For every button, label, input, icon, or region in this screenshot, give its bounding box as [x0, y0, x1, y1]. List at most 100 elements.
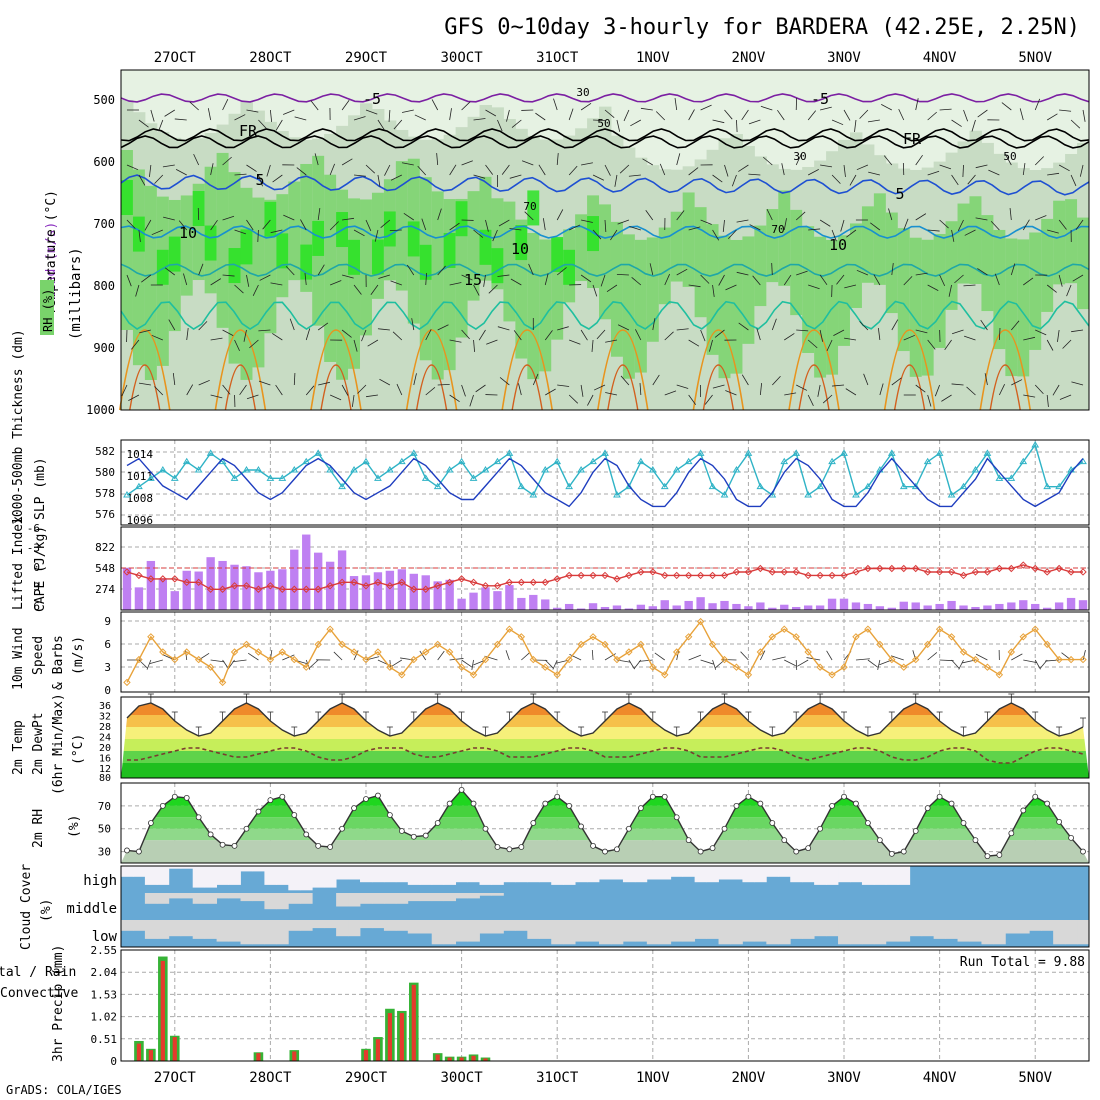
wind-barb [341, 100, 350, 111]
cape-bar [971, 606, 980, 610]
cloud-gap-high [670, 866, 684, 877]
li-line-point [517, 578, 526, 587]
cloud-gap-low [610, 920, 624, 945]
cape-bar [1078, 600, 1088, 610]
wind-barb [957, 219, 964, 231]
wind-barb [126, 219, 136, 229]
wind-barb [374, 229, 379, 242]
wind-barb [700, 274, 710, 284]
wind10-barb [149, 659, 163, 664]
rh-line-point [1056, 818, 1063, 825]
wind-barb [135, 284, 140, 297]
cape-bar [302, 534, 311, 610]
wind-barb [524, 211, 534, 221]
wind-barb [357, 384, 367, 394]
precip-conv-bar [447, 1057, 452, 1061]
wind10-line-point [398, 671, 406, 679]
wind-barb [275, 119, 283, 131]
cape-bar [923, 605, 932, 610]
wind-barb [709, 339, 713, 352]
temp-tick-label: 36 [99, 701, 111, 712]
cloud-gap-low [467, 920, 480, 942]
thickness-line-point [780, 457, 789, 465]
li-line-point [684, 571, 693, 580]
wind10-line-point [720, 655, 729, 664]
surface-temp-contour [788, 329, 840, 411]
li-line-point [481, 582, 490, 590]
wind-barb [317, 208, 321, 221]
wind-barb [652, 374, 660, 386]
rh-band-green [658, 227, 672, 305]
li-line-point [601, 571, 609, 580]
wind-barb [1046, 339, 1054, 351]
wind-barb [1010, 263, 1016, 276]
precip-tick-label: 2.04 [91, 966, 118, 979]
temp-contour [120, 225, 1090, 239]
thickness-line-point [648, 466, 657, 473]
wind-barb [461, 384, 466, 397]
wind-barb [752, 275, 761, 286]
li-line-point [338, 578, 346, 587]
rh-band [121, 817, 1089, 829]
thickness-line-point [469, 474, 478, 481]
thickness-line-point [1055, 482, 1064, 490]
rh-band-green [240, 187, 253, 380]
wind10-line-point [529, 655, 538, 664]
wind-ylabel-2: Speed [31, 636, 46, 675]
wind10-line-point [828, 671, 836, 679]
wind-barb [234, 284, 244, 294]
rh-band-green [957, 203, 970, 284]
thickness-line-point [947, 491, 956, 498]
cape-bar [911, 602, 920, 610]
wind10-barb [700, 659, 714, 665]
wind-ylabel-units: (m/s) [71, 636, 86, 675]
thickness-line-point [170, 474, 179, 481]
date-label-bottom: 3NOV [827, 1070, 861, 1086]
cloud-gap-high [849, 866, 863, 883]
cape-bar [397, 569, 407, 610]
precip-tick-label: 2.55 [91, 944, 118, 957]
wind10-barb [759, 650, 766, 661]
li-line-point [422, 585, 430, 593]
li-line-point [159, 575, 167, 583]
precip-conv-bar [459, 1057, 464, 1061]
wind-barb [417, 165, 427, 176]
wind-barb [222, 215, 235, 221]
wind10-barb [505, 650, 510, 661]
li-line-point [278, 585, 287, 593]
rh-line-point [422, 832, 429, 839]
wind-barb [867, 119, 880, 123]
wind-barb [317, 264, 325, 276]
wind-barb [725, 390, 737, 396]
wind10-barb [628, 659, 635, 670]
wind-barb [210, 163, 214, 176]
panel-frame [120, 696, 1090, 779]
wind-barb [796, 384, 808, 391]
wind-barb [1022, 219, 1030, 231]
upper-ylabel-units: (millibars) [68, 247, 84, 340]
wind-barb [390, 280, 402, 286]
rh-band-green [1053, 200, 1066, 285]
cloud-gap-high [563, 866, 576, 885]
rh-line-point [960, 820, 967, 826]
wind10-line-point [661, 671, 669, 679]
cloud-gap-high [276, 866, 289, 885]
thickness-line-point [230, 474, 239, 481]
rh-band-bright [121, 180, 134, 215]
li-line [126, 564, 1083, 591]
wind-barb [186, 384, 194, 396]
cloud-gap-high [156, 866, 170, 885]
rh-band-green [670, 211, 684, 282]
wind-barb [927, 394, 932, 407]
wind-barb [580, 329, 588, 341]
wind-barb [314, 153, 319, 166]
precip-conv-bar [363, 1050, 369, 1061]
wind10-line-point [780, 625, 788, 633]
wind-barb [844, 337, 857, 341]
wind-barb [831, 229, 837, 242]
wind-barb [873, 274, 881, 286]
wind-barb [948, 284, 952, 297]
date-label-top: 2NOV [732, 50, 766, 66]
cloud-gap-high [515, 866, 528, 883]
cloud-gap-middle [395, 893, 409, 904]
